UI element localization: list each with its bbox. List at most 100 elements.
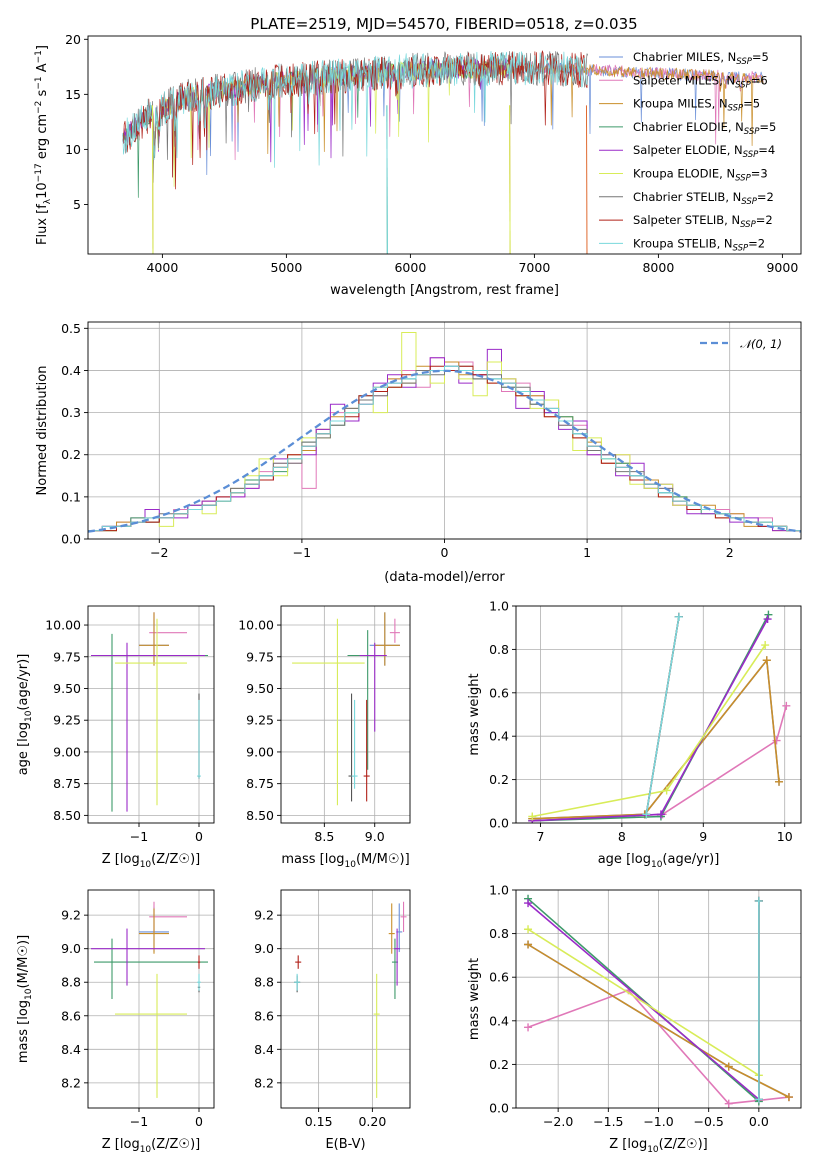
- y-tick-label: 9.75: [246, 649, 274, 664]
- legend-entry-salpeter-stelib: Salpeter STELIB, NSSP=2: [633, 213, 773, 230]
- y-axis-label: mass weight: [467, 958, 482, 1040]
- y-tick-label: 8.8: [61, 975, 81, 990]
- y-tick-label: 8.50: [53, 808, 81, 823]
- series-line: [527, 898, 760, 1103]
- y-axis-label-part: 10: [35, 182, 50, 199]
- y-tick-label: 9.50: [246, 681, 274, 696]
- errorbar-kroupa-elodie: [373, 973, 380, 1098]
- plot-area: [122, 50, 764, 254]
- y-tick-label: 15: [65, 87, 81, 102]
- legend-entry-part: =4: [758, 143, 775, 157]
- x-tick-label: −2: [150, 545, 168, 560]
- series-kroupa-miles: [528, 656, 784, 823]
- errorbar-kroupa-elodie: [292, 618, 365, 806]
- grid: [281, 606, 410, 823]
- y-tick-label: 0.5: [61, 321, 81, 336]
- legend-entry-salpeter-miles: Salpeter MILES, NSSP=6: [633, 73, 768, 90]
- y-tick-label: 0.0: [489, 1101, 509, 1116]
- errorbar-kroupa-elodie: [115, 973, 187, 1098]
- x-axis-label-part: (Z/Z☉)]: [659, 1137, 708, 1152]
- x-axis-label-part: Z [log: [609, 1137, 647, 1152]
- x-tick-label: 0: [195, 829, 203, 844]
- legend-entry-part: Salpeter MILES, N: [633, 73, 735, 87]
- legend-entry-part: =6: [751, 73, 768, 87]
- axes: −1 0 8.2 8.4 8.6 8.8 9.0 9.2: [61, 889, 215, 1129]
- y-axis-label: mass [log10(M/M☉)]: [16, 935, 34, 1063]
- y-tick-label: 0.4: [61, 363, 81, 378]
- data-point: [642, 810, 651, 819]
- plot-area: [294, 901, 407, 1098]
- errorbar-chabrier-stelib: [348, 693, 355, 802]
- legend-entry-sub: SSP: [740, 220, 756, 230]
- errorbar-kroupa-stelib: [294, 973, 301, 991]
- legend-entry-part: =5: [743, 97, 760, 111]
- errorbar-kroupa-miles: [139, 612, 169, 666]
- y-axis-label-part: s: [35, 89, 50, 100]
- plot-area: [91, 612, 208, 812]
- plot-area: [88, 332, 801, 533]
- series-chabrier-miles: [528, 656, 784, 823]
- y-tick-label: 8.8: [254, 975, 274, 990]
- x-axis-label-sub: 10: [647, 1145, 659, 1155]
- data-point: [524, 1023, 533, 1032]
- y-tick-label: 0.8: [489, 926, 509, 941]
- legend-entry-kroupa-miles: Kroupa MILES, NSSP=5: [633, 97, 760, 114]
- errorbar-kroupa-stelib: [197, 973, 201, 991]
- x-tick-label: 9000: [766, 260, 798, 275]
- grid: [281, 890, 410, 1108]
- y-tick-label: 8.2: [254, 1075, 274, 1090]
- errorbar-salpeter-elodie: [359, 642, 387, 732]
- y-axis-label-part: λ: [43, 198, 53, 204]
- series-chabrier-elodie: [524, 894, 763, 1106]
- y-tick-label: 0.8: [489, 642, 509, 657]
- panel-spectrum: 4000 5000 6000 7000 8000 9000 5 10 15 20 wavelengt…: [34, 32, 802, 298]
- legend-entry-sub: SSP: [735, 80, 751, 90]
- y-axis-label: Normed distribution: [35, 366, 50, 496]
- x-axis-label: wavelength [Angstrom, rest frame]: [330, 283, 559, 298]
- legend-entry-part: Kroupa ELODIE, N: [633, 167, 735, 181]
- y-tick-label: 8.4: [61, 1042, 81, 1057]
- legend-entry-salpeter-elodie: Salpeter ELODIE, NSSP=4: [633, 143, 775, 160]
- x-tick-label: 4000: [146, 260, 178, 275]
- errorbar-salpeter-miles: [149, 901, 187, 932]
- plot-area: [292, 612, 400, 806]
- data-point: [754, 1095, 763, 1104]
- y-axis-label: mass weight: [467, 673, 482, 755]
- series-salpeter-elodie: [524, 899, 763, 1104]
- x-tick-label: −1: [130, 1114, 148, 1129]
- x-axis-label-sub: 10: [651, 860, 663, 870]
- x-tick-label: 0: [441, 545, 449, 560]
- y-tick-label: 0.4: [489, 729, 509, 744]
- x-axis-label: (data-model)/error: [384, 570, 505, 585]
- grid: [88, 890, 214, 1108]
- data-point: [524, 899, 533, 908]
- y-tick-label: 8.50: [246, 808, 274, 823]
- y-tick-label: 0.4: [489, 1013, 509, 1028]
- y-axis-label-part: ]: [35, 45, 50, 50]
- y-axis-label-part: −1: [34, 50, 44, 63]
- errorbar-salpeter-elodie: [91, 928, 205, 986]
- y-axis-label-part: A: [35, 63, 50, 76]
- legend-entry-chabrier-elodie: Chabrier ELODIE, NSSP=5: [633, 120, 776, 137]
- y-tick-label: 8.2: [61, 1075, 81, 1090]
- errorbar-salpeter-stelib: [197, 955, 201, 969]
- errorbar-chabrier-elodie: [94, 938, 208, 999]
- y-tick-label: 0.2: [489, 772, 509, 787]
- legend-entry-kroupa-elodie: Kroupa ELODIE, NSSP=3: [633, 167, 768, 184]
- y-tick-label: 10.00: [45, 618, 81, 633]
- x-axis-label: Z [log10(Z/Z☉)]: [102, 1137, 200, 1155]
- data-point: [754, 896, 763, 905]
- spectrum-salpeter-stelib: [122, 50, 589, 190]
- y-tick-label: 0.3: [61, 405, 81, 420]
- errorbar-salpeter-miles: [400, 901, 407, 932]
- x-axis-label: age [log10(age/yr)]: [598, 852, 720, 870]
- series-line: [527, 902, 760, 1100]
- legend-entry-part: =3: [751, 167, 768, 181]
- y-tick-label: 9.2: [254, 908, 274, 923]
- legend-entry-sub: SSP: [741, 197, 757, 207]
- x-axis-label-part: (Z/Z☉)]: [151, 1137, 200, 1152]
- series-kroupa-stelib: [754, 896, 763, 1104]
- legend-entry-part: Salpeter STELIB, N: [633, 213, 740, 227]
